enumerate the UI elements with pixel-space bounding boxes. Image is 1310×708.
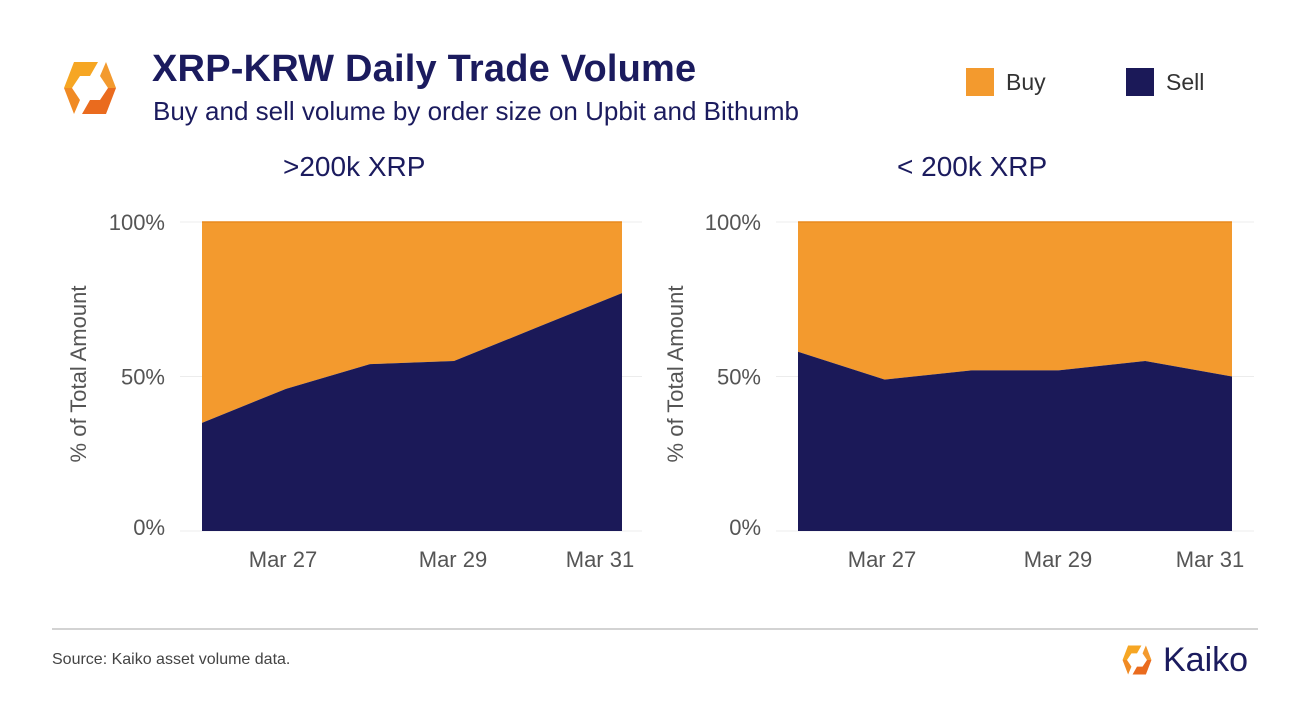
x-tick-label: Mar 29 (1024, 547, 1092, 572)
chart-title: XRP-KRW Daily Trade Volume (152, 48, 697, 90)
footer-divider (52, 628, 1258, 630)
source-note: Source: Kaiko asset volume data. (52, 651, 291, 668)
x-tick-label: Mar 31 (566, 547, 634, 572)
y-tick-label: 50% (121, 365, 165, 390)
buy-area (798, 222, 1232, 380)
y-tick-label: 0% (133, 515, 165, 540)
y-tick-label: 100% (109, 210, 165, 235)
legend-label-buy: Buy (1006, 68, 1046, 95)
panel-title-small-orders: < 200k XRP (897, 151, 1048, 182)
chart-subtitle: Buy and sell volume by order size on Upb… (153, 96, 800, 126)
sell-area (202, 293, 622, 531)
legend-swatch-sell (1126, 68, 1154, 96)
x-tick-label: Mar 27 (249, 547, 317, 572)
y-tick-label: 50% (717, 365, 761, 390)
sell-area (798, 351, 1232, 531)
y-tick-label: 0% (729, 515, 761, 540)
y-axis-label: % of Total Amount (66, 286, 91, 463)
legend-item-sell: Sell (1126, 66, 1204, 98)
x-tick-label: Mar 29 (419, 547, 487, 572)
legend-swatch-buy (966, 68, 994, 96)
brand-mark: Kaiko (1117, 640, 1248, 680)
brand-name: Kaiko (1163, 640, 1249, 679)
y-tick-label: 100% (705, 210, 761, 235)
x-tick-label: Mar 31 (1176, 547, 1244, 572)
panel-title-large-orders: >200k XRP (283, 151, 426, 182)
charts-svg: 100% 50% 0% Mar 27 Mar 29 Mar 31 % of Total Am… (66, 210, 1254, 572)
buy-area (202, 222, 622, 423)
legend: Buy Sell (0, 66, 1310, 98)
kaiko-brand-icon (1122, 645, 1152, 675)
legend-label-sell: Sell (1166, 68, 1205, 95)
x-tick-label: Mar 27 (848, 547, 916, 572)
legend-item-buy: Buy (966, 66, 1046, 98)
kaiko-logo-icon (64, 62, 116, 114)
y-axis-label: % of Total Amount (663, 286, 688, 463)
